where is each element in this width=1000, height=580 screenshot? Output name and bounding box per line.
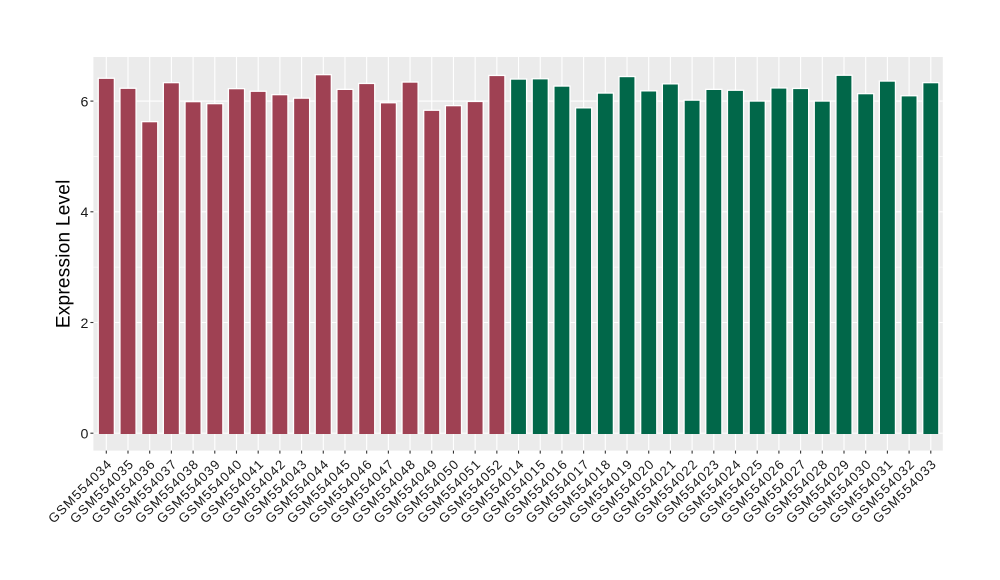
svg-text:Expression Level: Expression Level — [53, 179, 74, 328]
svg-text:2: 2 — [81, 316, 89, 332]
svg-text:6: 6 — [81, 95, 89, 111]
svg-text:0: 0 — [81, 427, 89, 443]
svg-text:4: 4 — [81, 205, 89, 221]
